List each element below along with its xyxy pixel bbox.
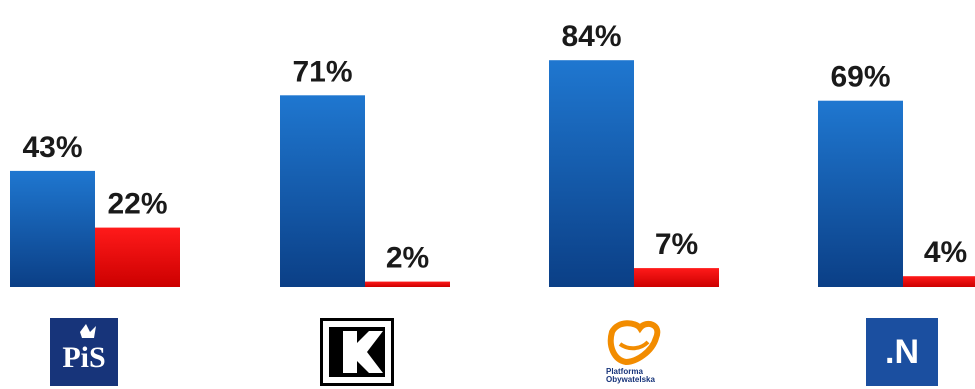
- data-label: 4%: [924, 236, 967, 269]
- data-label: 22%: [107, 188, 167, 221]
- pis-logo-text: PiS: [62, 341, 106, 374]
- po-heart-icon: [607, 320, 661, 366]
- po-logo: Platforma Obywatelska: [600, 318, 670, 389]
- data-label: 71%: [292, 55, 352, 88]
- nowoczesna-logo-text: .N: [885, 332, 919, 371]
- data-label: 43%: [22, 131, 82, 164]
- data-label: 7%: [655, 228, 698, 261]
- bar-red-4: [903, 276, 975, 287]
- bar-blue-4: [818, 100, 903, 287]
- bar-red-3: [634, 268, 719, 287]
- data-label: 84%: [561, 20, 621, 53]
- data-label: 69%: [830, 61, 890, 94]
- pis-logo: PiS: [50, 318, 118, 386]
- nowoczesna-logo: .N: [866, 318, 938, 386]
- po-logo-text-1: Platforma: [606, 367, 643, 376]
- data-label: 2%: [386, 242, 429, 275]
- kukiz-k-icon: [329, 327, 385, 377]
- eagle-crown-icon: [80, 324, 96, 338]
- bar-red-1: [95, 227, 180, 287]
- bar-blue-1: [10, 170, 95, 287]
- po-logo-text-2: Obywatelska: [606, 375, 655, 384]
- kukiz-logo: [320, 318, 394, 386]
- bar-blue-3: [549, 60, 634, 288]
- bar-blue-2: [280, 95, 365, 287]
- bar-red-2: [365, 281, 450, 287]
